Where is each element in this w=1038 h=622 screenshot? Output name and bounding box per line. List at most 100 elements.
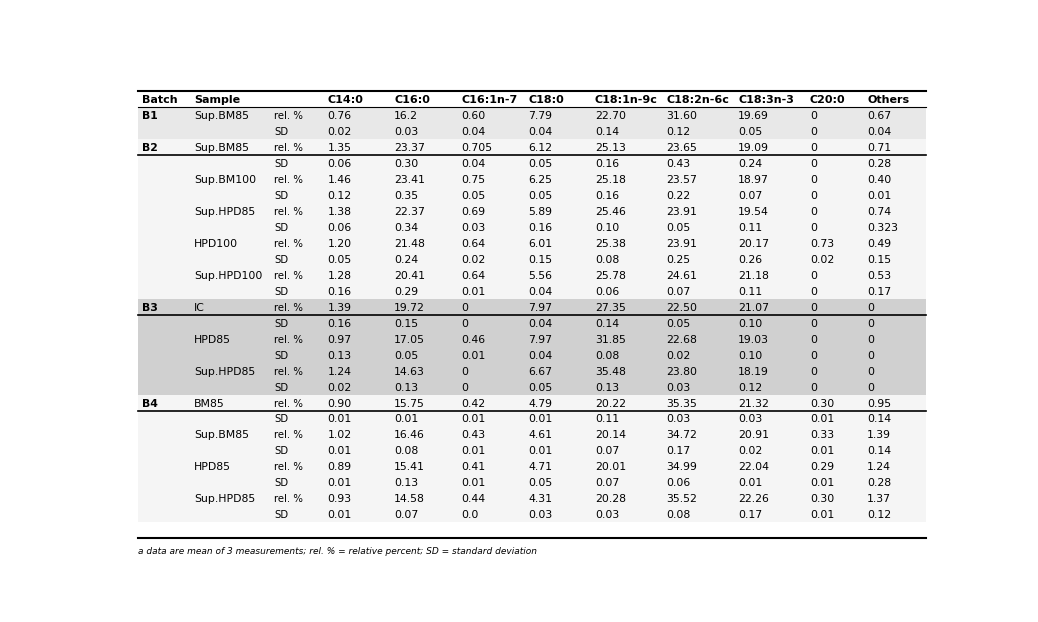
Text: 0.323: 0.323 bbox=[868, 223, 898, 233]
Bar bbox=[138, 267, 926, 283]
Text: 0.12: 0.12 bbox=[666, 127, 690, 137]
Text: 31.85: 31.85 bbox=[595, 335, 626, 345]
Text: 6.25: 6.25 bbox=[528, 175, 552, 185]
Text: 0.11: 0.11 bbox=[738, 223, 762, 233]
Text: 0.05: 0.05 bbox=[738, 127, 763, 137]
Text: 0.02: 0.02 bbox=[461, 255, 486, 265]
Text: 0.24: 0.24 bbox=[394, 255, 418, 265]
Text: 20.01: 20.01 bbox=[595, 462, 626, 472]
Text: rel. %: rel. % bbox=[274, 430, 303, 440]
Text: C20:0: C20:0 bbox=[810, 95, 846, 105]
Text: 0.07: 0.07 bbox=[666, 287, 691, 297]
Text: 0.10: 0.10 bbox=[595, 223, 620, 233]
Text: 0.04: 0.04 bbox=[528, 127, 552, 137]
Text: 0.16: 0.16 bbox=[595, 191, 619, 201]
Text: 19.03: 19.03 bbox=[738, 335, 769, 345]
Text: HPD100: HPD100 bbox=[194, 239, 239, 249]
Text: 0.60: 0.60 bbox=[461, 111, 486, 121]
Text: 0.03: 0.03 bbox=[528, 510, 552, 520]
Text: 0.07: 0.07 bbox=[738, 191, 763, 201]
Text: 0.12: 0.12 bbox=[738, 383, 762, 392]
Text: 23.80: 23.80 bbox=[666, 366, 698, 376]
Text: 0.06: 0.06 bbox=[327, 159, 352, 169]
Text: 0.93: 0.93 bbox=[327, 494, 352, 504]
Text: 0.03: 0.03 bbox=[666, 414, 691, 424]
Bar bbox=[138, 251, 926, 267]
Text: 1.28: 1.28 bbox=[327, 271, 351, 281]
Text: 18.19: 18.19 bbox=[738, 366, 769, 376]
Text: 23.37: 23.37 bbox=[394, 143, 426, 153]
Text: 4.79: 4.79 bbox=[528, 399, 552, 409]
Text: 15.75: 15.75 bbox=[394, 399, 426, 409]
Text: 0.05: 0.05 bbox=[394, 351, 418, 361]
Text: 0.05: 0.05 bbox=[528, 478, 552, 488]
Text: Sample: Sample bbox=[194, 95, 241, 105]
Text: 0.03: 0.03 bbox=[394, 127, 418, 137]
Text: 0.49: 0.49 bbox=[868, 239, 892, 249]
Text: 5.89: 5.89 bbox=[528, 207, 552, 217]
Text: 0: 0 bbox=[810, 111, 817, 121]
Bar bbox=[138, 283, 926, 299]
Text: 0.08: 0.08 bbox=[666, 510, 691, 520]
Text: 0: 0 bbox=[810, 287, 817, 297]
Text: 0.08: 0.08 bbox=[595, 351, 620, 361]
Text: 1.46: 1.46 bbox=[327, 175, 351, 185]
Text: 0.97: 0.97 bbox=[327, 335, 352, 345]
Text: SD: SD bbox=[274, 159, 289, 169]
Text: 18.97: 18.97 bbox=[738, 175, 769, 185]
Text: SD: SD bbox=[274, 510, 289, 520]
Text: 23.91: 23.91 bbox=[666, 239, 698, 249]
Text: 0.13: 0.13 bbox=[394, 478, 418, 488]
Text: rel. %: rel. % bbox=[274, 303, 303, 313]
Text: 0.11: 0.11 bbox=[738, 287, 762, 297]
Bar bbox=[138, 219, 926, 235]
Text: 0.01: 0.01 bbox=[394, 414, 418, 424]
Text: 20.28: 20.28 bbox=[595, 494, 626, 504]
Text: 34.99: 34.99 bbox=[666, 462, 698, 472]
Text: rel. %: rel. % bbox=[274, 207, 303, 217]
Text: 19.72: 19.72 bbox=[394, 303, 426, 313]
Text: 20.17: 20.17 bbox=[738, 239, 769, 249]
Bar bbox=[138, 427, 926, 443]
Bar bbox=[138, 299, 926, 315]
Text: 0.03: 0.03 bbox=[666, 383, 691, 392]
Text: SD: SD bbox=[274, 191, 289, 201]
Text: 22.50: 22.50 bbox=[666, 303, 698, 313]
Text: Batch: Batch bbox=[142, 95, 177, 105]
Text: 0.02: 0.02 bbox=[327, 127, 352, 137]
Text: 19.69: 19.69 bbox=[738, 111, 769, 121]
Text: C18:0: C18:0 bbox=[528, 95, 564, 105]
Text: 1.37: 1.37 bbox=[868, 494, 892, 504]
Text: C14:0: C14:0 bbox=[327, 95, 363, 105]
Text: Sup.BM85: Sup.BM85 bbox=[194, 111, 249, 121]
Bar bbox=[138, 475, 926, 491]
Text: 0.16: 0.16 bbox=[327, 318, 352, 328]
Text: 0.06: 0.06 bbox=[595, 287, 620, 297]
Text: 0: 0 bbox=[461, 318, 468, 328]
Text: 0: 0 bbox=[810, 127, 817, 137]
Text: 0.05: 0.05 bbox=[666, 318, 691, 328]
Text: HPD85: HPD85 bbox=[194, 462, 231, 472]
Text: 0: 0 bbox=[810, 351, 817, 361]
Text: 0.03: 0.03 bbox=[595, 510, 620, 520]
Bar bbox=[138, 156, 926, 171]
Bar bbox=[138, 123, 926, 139]
Text: 4.71: 4.71 bbox=[528, 462, 552, 472]
Text: SD: SD bbox=[274, 255, 289, 265]
Bar bbox=[138, 171, 926, 187]
Bar bbox=[138, 411, 926, 427]
Text: 0: 0 bbox=[810, 318, 817, 328]
Bar bbox=[138, 379, 926, 395]
Text: 0.30: 0.30 bbox=[810, 494, 835, 504]
Text: rel. %: rel. % bbox=[274, 143, 303, 153]
Text: 0.02: 0.02 bbox=[738, 447, 763, 457]
Text: 1.02: 1.02 bbox=[327, 430, 352, 440]
Text: 0.33: 0.33 bbox=[810, 430, 835, 440]
Text: 0.01: 0.01 bbox=[461, 287, 486, 297]
Text: rel. %: rel. % bbox=[274, 366, 303, 376]
Text: 23.65: 23.65 bbox=[666, 143, 698, 153]
Text: 25.46: 25.46 bbox=[595, 207, 626, 217]
Text: C18:1n-9c: C18:1n-9c bbox=[595, 95, 658, 105]
Text: 0.89: 0.89 bbox=[327, 462, 352, 472]
Text: 0.03: 0.03 bbox=[461, 223, 486, 233]
